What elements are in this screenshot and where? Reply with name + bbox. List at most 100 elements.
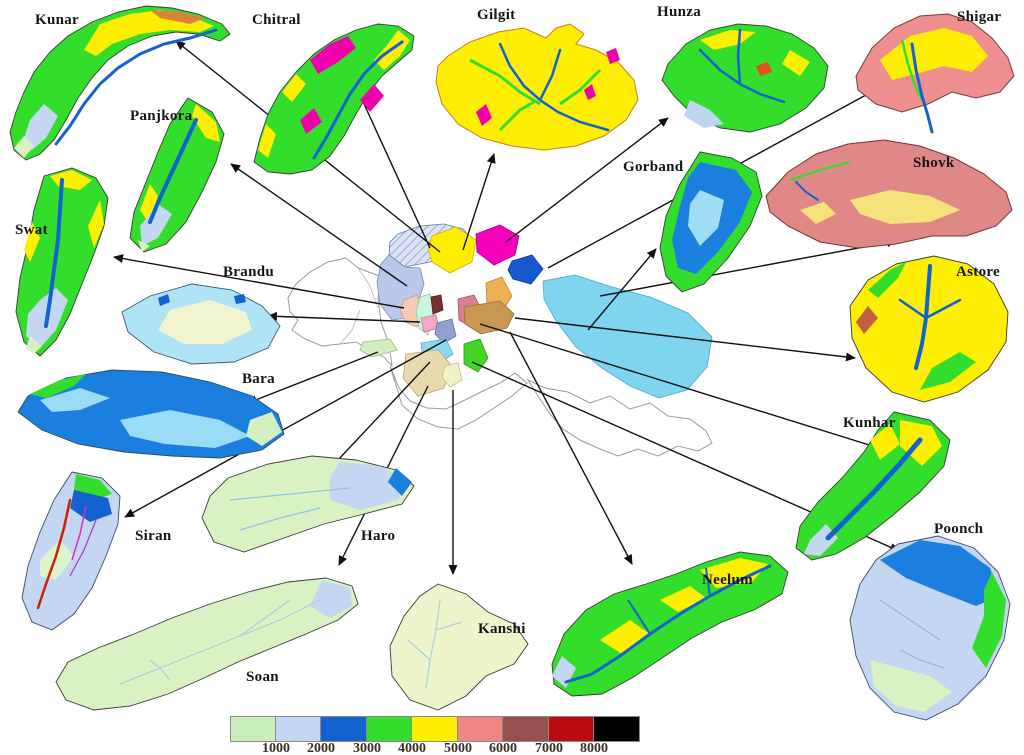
terrain-patch-magenta (360, 84, 384, 112)
river-line-magenta (69, 519, 97, 577)
arrow-haro (321, 361, 431, 478)
arrows (113, 40, 900, 575)
terrain-patch-lightcyan (688, 190, 724, 246)
legend-swatch-7 (548, 716, 594, 742)
center-outline-divider (339, 267, 379, 345)
terrain-patch-palegreen (40, 540, 74, 580)
terrain-patch-green (972, 572, 1006, 668)
river-line (54, 28, 218, 146)
legend-tick-3000: 3000 (353, 741, 381, 755)
basin-map-shigar (855, 13, 1015, 134)
basin-map-hunza (661, 23, 829, 133)
terrain-patch-green (920, 352, 976, 390)
center-index-map (287, 223, 713, 457)
terrain-patch-paleblue (684, 100, 724, 128)
center-region-pale-green-sliver (359, 338, 398, 358)
terrain-vein-green (559, 68, 602, 106)
arrow-neelum (509, 331, 633, 565)
river-line (148, 118, 198, 224)
basin-label-shovk: Shovk (913, 155, 955, 171)
basin-outline (55, 577, 359, 711)
basin-label-chitral: Chitral (252, 12, 301, 28)
river-line (825, 437, 923, 541)
basin-map-kunar (9, 5, 231, 161)
terrain-patch-paleblue (22, 104, 58, 150)
arrow-gilgit (462, 153, 496, 251)
stream-line (239, 599, 291, 637)
basin-map-soan (55, 577, 359, 711)
basin-outline (9, 5, 231, 161)
legend-tick-7000: 7000 (535, 741, 563, 755)
terrain-patch-green (868, 262, 906, 298)
legend-swatch-0 (230, 716, 276, 742)
terrain-patch-ridge (150, 10, 205, 24)
basin-label-poonch: Poonch (934, 521, 984, 537)
legend-swatch-2 (321, 716, 367, 742)
terrain-vein-green (469, 58, 541, 106)
river-line (564, 564, 772, 684)
terrain-patch-blue (880, 540, 1000, 606)
terrain-patch-yellow (600, 620, 650, 654)
basin-label-gilgit: Gilgit (477, 7, 516, 23)
legend-tick-6000: 6000 (489, 741, 517, 755)
stream-line (899, 649, 945, 669)
elevation-legend (230, 716, 640, 742)
terrain-patch-yellow (880, 28, 988, 80)
basin-label-swat: Swat (15, 222, 48, 238)
basin-label-soan: Soan (246, 669, 279, 685)
basin-map-chitral (253, 23, 415, 175)
terrain-patch-red (756, 62, 772, 76)
terrain-patch-yellow (24, 222, 40, 262)
stream-line (879, 599, 941, 641)
river-line-red (36, 498, 72, 610)
terrain-patch-palegreen (138, 240, 150, 252)
stream-line (425, 599, 441, 689)
legend-swatch-8 (594, 716, 640, 742)
basin-map-haro (201, 455, 415, 553)
terrain-patch-cyan (120, 410, 250, 448)
basin-label-hunza: Hunza (657, 4, 702, 20)
basin-map-bara (17, 369, 285, 459)
arrow-siran (124, 339, 447, 518)
basin-outline (551, 551, 789, 697)
terrain-patch-yellow (782, 50, 810, 76)
center-region-slate-small (434, 318, 457, 344)
terrain-patch-paleblue (330, 462, 408, 510)
stream-line (407, 639, 431, 661)
arrow-bara (247, 351, 379, 404)
basin-label-kunhar: Kunhar (843, 415, 896, 431)
basin-map-shovk (765, 139, 1013, 249)
legend-tick-8000: 8000 (580, 741, 608, 755)
terrain-patch-palegreen (26, 336, 42, 354)
center-region-light-cyan-large (542, 274, 713, 399)
terrain-patch-blue (234, 294, 246, 304)
basin-label-kanshi: Kanshi (478, 621, 526, 637)
terrain-patch-magenta (310, 36, 356, 74)
stream-line (229, 487, 351, 501)
river-line (910, 42, 934, 134)
legend-tick-4000: 4000 (398, 741, 426, 755)
arrow-swat (113, 254, 405, 309)
terrain-patch-magenta (584, 84, 596, 100)
center-outline-west-lobe (287, 257, 393, 368)
basin-label-neelum: Neelum (702, 572, 753, 588)
basin-label-siran: Siran (135, 528, 172, 544)
center-region-brown (463, 300, 515, 335)
basin-map-brandu (121, 283, 281, 365)
center-region-beige (402, 349, 453, 397)
basin-label-astore: Astore (956, 264, 1001, 280)
terrain-patch-yellow (140, 184, 158, 222)
terrain-vein-green (789, 161, 851, 181)
terrain-patch-yellow (850, 190, 960, 224)
stream-line (119, 599, 321, 685)
terrain-patch-palegreen (14, 136, 34, 158)
basin-map-kunhar (795, 411, 951, 561)
basin-map-swat (15, 167, 109, 357)
center-region-magenta (475, 224, 520, 266)
basin-label-panjkora: Panjkora (130, 108, 193, 124)
river-line (795, 181, 819, 201)
legend-swatch-4 (412, 716, 458, 742)
basin-outline (253, 23, 415, 175)
arrow-hunza (505, 117, 669, 243)
